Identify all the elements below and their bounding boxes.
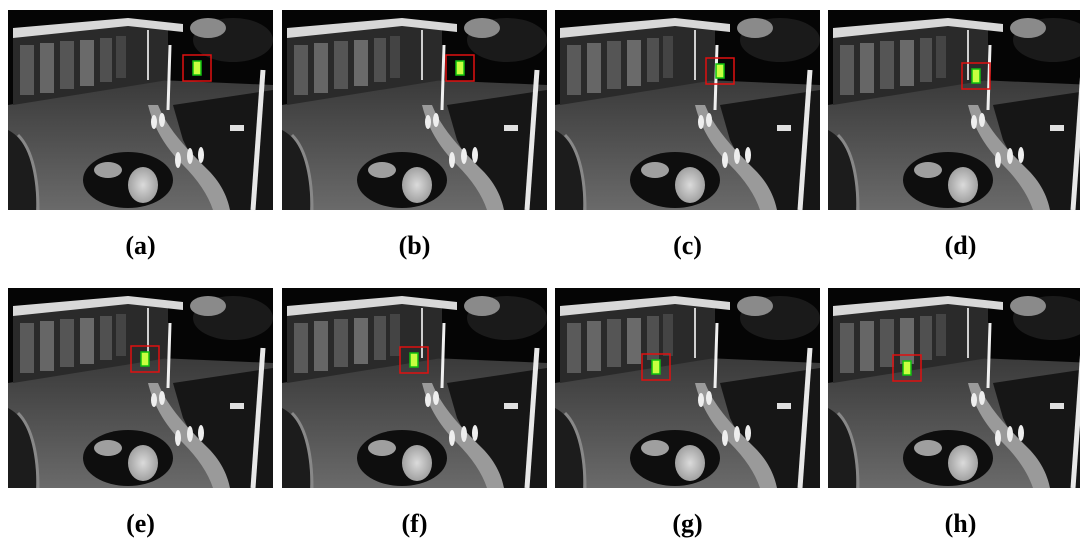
thermal-frame (282, 10, 547, 210)
image-panel (8, 288, 273, 488)
panel-label: (d) (945, 231, 977, 260)
thermal-frame (8, 288, 273, 488)
thermal-frame (555, 10, 820, 210)
image-panel (282, 10, 547, 210)
tracking-box (130, 345, 160, 373)
image-panel (828, 288, 1080, 488)
image-panel (828, 10, 1080, 210)
panel-label: (f) (402, 509, 428, 538)
tracking-box (641, 353, 671, 381)
target-box (715, 63, 725, 79)
target-box (651, 359, 661, 375)
target-box (409, 352, 419, 368)
panel-label: (c) (673, 231, 702, 260)
target-box (192, 60, 202, 76)
thermal-frame (828, 288, 1080, 488)
image-panel (555, 10, 820, 210)
target-box (971, 68, 981, 84)
panel-label: (g) (672, 509, 702, 538)
tracking-box (705, 57, 735, 85)
thermal-frame (282, 288, 547, 488)
tracking-box (892, 354, 922, 382)
target-box (140, 351, 150, 367)
panel-label: (b) (399, 231, 431, 260)
panel-label: (e) (126, 509, 155, 538)
image-panel (282, 288, 547, 488)
tracking-box (445, 54, 475, 82)
image-panel (8, 10, 273, 210)
tracking-box (182, 54, 212, 82)
panel-label: (a) (125, 231, 155, 260)
thermal-frame (8, 10, 273, 210)
tracking-box (961, 62, 991, 90)
target-box (455, 60, 465, 76)
image-panel (555, 288, 820, 488)
thermal-frame (828, 10, 1080, 210)
target-box (902, 360, 912, 376)
tracking-box (399, 346, 429, 374)
panel-label: (h) (945, 509, 977, 538)
thermal-frame (555, 288, 820, 488)
